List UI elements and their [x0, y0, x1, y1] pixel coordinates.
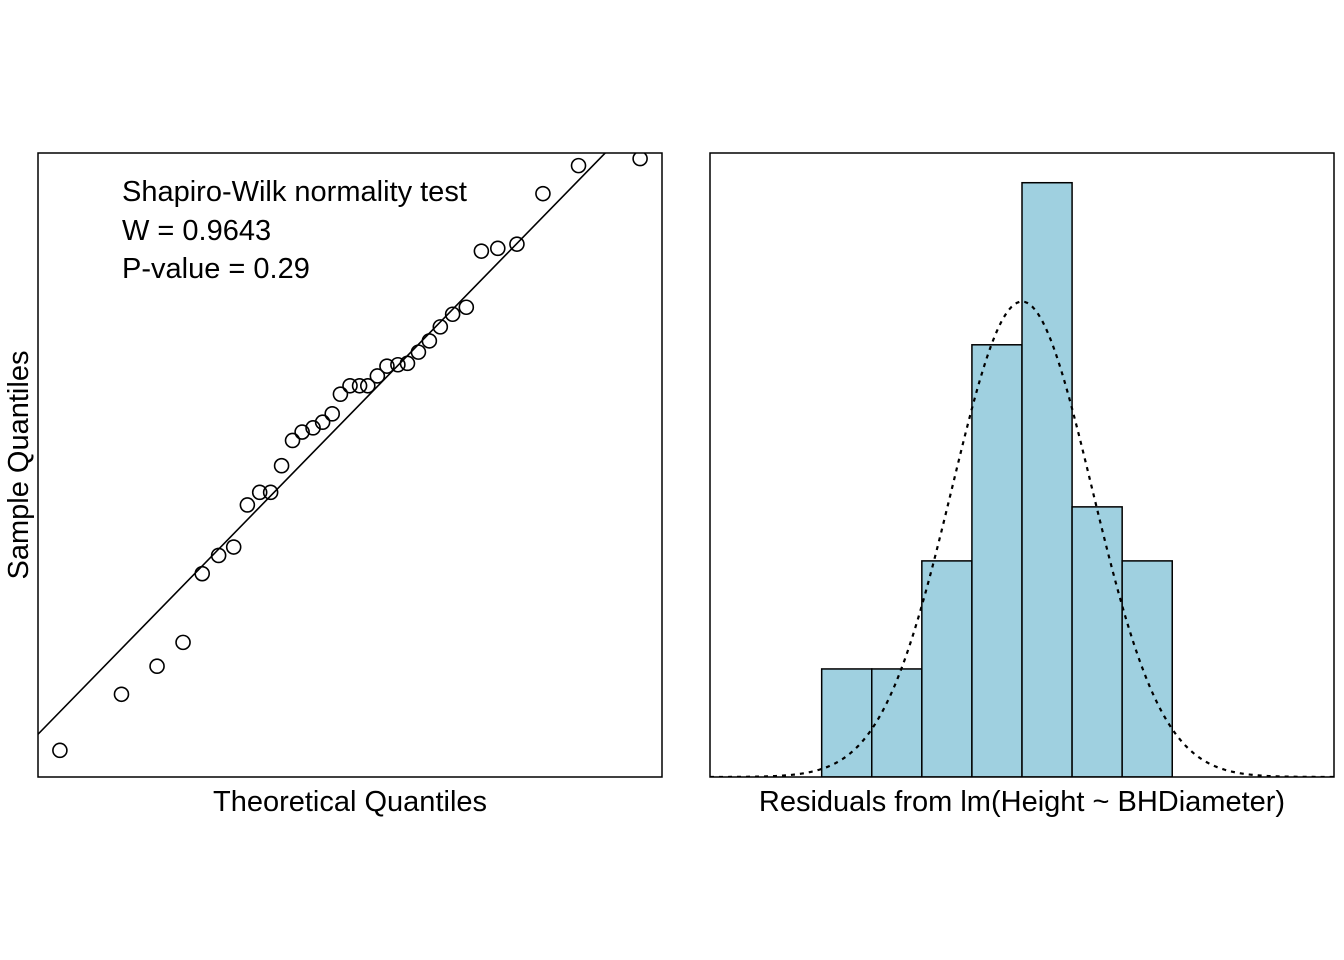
qq-point — [509, 236, 525, 252]
p-value-label: P-value = 0.29 — [122, 253, 310, 285]
qq-point — [570, 157, 587, 174]
qq-point — [458, 299, 475, 316]
qq-point — [210, 547, 227, 564]
histogram-bar — [1071, 506, 1123, 777]
histogram-panel: Residuals from lm(Height ~ BHDiameter) — [709, 152, 1335, 818]
qq-point — [305, 420, 321, 436]
histogram-bar — [1121, 560, 1173, 777]
qq-point — [410, 344, 427, 360]
qq-point — [535, 185, 551, 202]
qq-point — [324, 406, 341, 422]
histogram-frame — [709, 152, 1335, 778]
qq-plot-marks — [38, 153, 648, 759]
histogram-bar — [1021, 181, 1073, 777]
qq-point — [284, 432, 301, 449]
qq-point — [359, 377, 376, 394]
qq-point — [421, 333, 438, 349]
qq-point — [432, 319, 449, 335]
shapiro-wilk-label: Shapiro-Wilk normality test — [122, 176, 467, 208]
qq-point — [632, 153, 648, 167]
qq-point — [273, 457, 290, 474]
qq-point — [390, 356, 406, 373]
w-statistic-label: W = 0.9643 — [122, 215, 271, 247]
histogram-marks — [710, 181, 1334, 777]
qq-point — [239, 497, 256, 513]
qq-point — [369, 368, 386, 384]
histogram-bar — [820, 668, 873, 777]
qq-x-axis-title: Theoretical Quantiles — [213, 786, 487, 818]
qq-point — [399, 355, 416, 372]
qq-y-axis-title: Sample Quantiles — [3, 351, 35, 580]
qq-point — [379, 358, 395, 374]
qq-point — [314, 414, 331, 431]
qq-point — [175, 634, 191, 651]
histogram-bar — [971, 344, 1023, 777]
qq-point — [262, 484, 279, 501]
qq-point — [194, 565, 211, 582]
qq-point — [332, 386, 349, 402]
qq-point — [473, 243, 490, 259]
qq-point — [342, 377, 358, 394]
qq-point — [52, 742, 68, 759]
qq-point — [351, 377, 368, 394]
qq-plot-panel: Shapiro-Wilk normality test W = 0.9643 P… — [3, 152, 663, 818]
qq-point — [113, 686, 130, 703]
qq-point — [444, 306, 461, 323]
qq-plot-frame — [37, 152, 663, 778]
histogram-bar — [871, 668, 923, 777]
qq-point — [489, 240, 506, 257]
qq-reference-line — [38, 153, 607, 735]
qq-point — [225, 539, 242, 555]
qq-point — [294, 424, 310, 440]
qq-point — [149, 658, 165, 675]
histogram-x-axis-title: Residuals from lm(Height ~ BHDiameter) — [759, 786, 1285, 818]
histogram-bar — [921, 560, 973, 777]
qq-point — [251, 484, 268, 501]
